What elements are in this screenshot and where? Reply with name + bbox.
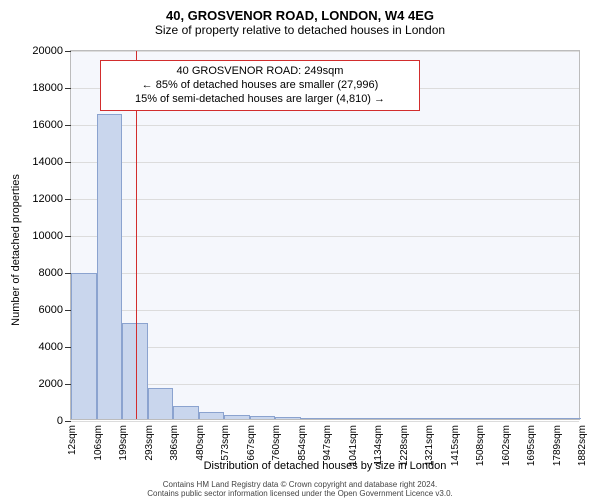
histogram-bar <box>479 418 505 419</box>
histogram-bar <box>556 418 581 419</box>
x-tick-label: 293sqm <box>144 425 155 461</box>
y-tick-label: 18000 <box>32 82 71 94</box>
histogram-bar <box>97 114 122 419</box>
histogram-bar <box>148 388 173 419</box>
annotation-line-1: 40 GROSVENOR ROAD: 249sqm <box>109 65 411 79</box>
y-tick-label: 10000 <box>32 230 71 242</box>
y-tick-label: 16000 <box>32 119 71 131</box>
y-tick-label: 4000 <box>39 341 71 353</box>
gridline <box>71 162 579 163</box>
chart-subtitle: Size of property relative to detached ho… <box>0 23 600 37</box>
y-tick-label: 8000 <box>39 267 71 279</box>
gridline <box>71 125 579 126</box>
x-tick-label: 480sqm <box>195 425 206 461</box>
histogram-bar <box>250 416 275 419</box>
x-tick-label: 106sqm <box>93 425 104 461</box>
x-axis-label: Distribution of detached houses by size … <box>70 460 580 472</box>
x-tick-label: 199sqm <box>118 425 129 461</box>
x-tick-label: 667sqm <box>246 425 257 461</box>
chart-title: 40, GROSVENOR ROAD, LONDON, W4 4EG <box>0 0 600 23</box>
reference-annotation: 40 GROSVENOR ROAD: 249sqm ← 85% of detac… <box>100 60 420 111</box>
histogram-bar <box>352 418 377 419</box>
y-axis-label: Number of detached properties <box>10 174 22 326</box>
y-tick-label: 14000 <box>32 156 71 168</box>
y-tick-label: 2000 <box>39 378 71 390</box>
annotation-line-2: ← 85% of detached houses are smaller (27… <box>109 79 411 93</box>
histogram-bar <box>505 418 530 419</box>
histogram-bar <box>71 273 97 419</box>
histogram-bar <box>301 418 326 419</box>
footer-line-2: Contains public sector information licen… <box>147 489 453 498</box>
histogram-bar <box>454 418 479 419</box>
histogram-bar <box>275 417 301 419</box>
gridline <box>71 421 579 422</box>
gridline <box>71 310 579 311</box>
histogram-bar <box>403 418 428 419</box>
histogram-bar <box>530 418 556 419</box>
x-tick-label: 573sqm <box>220 425 231 461</box>
histogram-bar <box>199 412 224 419</box>
x-tick-label: 12sqm <box>67 425 78 455</box>
histogram-bar <box>173 406 199 419</box>
x-tick-label: 947sqm <box>322 425 333 461</box>
histogram-bar <box>326 418 352 419</box>
gridline <box>71 199 579 200</box>
histogram-bar <box>377 418 403 419</box>
x-tick-label: 386sqm <box>169 425 180 461</box>
histogram-bar <box>428 418 454 419</box>
y-tick-label: 6000 <box>39 304 71 316</box>
x-tick-label: 760sqm <box>271 425 282 461</box>
y-tick-label: 12000 <box>32 193 71 205</box>
x-tick-label: 854sqm <box>297 425 308 461</box>
y-tick-label: 20000 <box>32 45 71 57</box>
footer-line-1: Contains HM Land Registry data © Crown c… <box>163 480 438 489</box>
histogram-bar <box>224 415 250 419</box>
gridline <box>71 236 579 237</box>
gridline <box>71 273 579 274</box>
annotation-line-3: 15% of semi-detached houses are larger (… <box>109 93 411 107</box>
gridline <box>71 51 579 52</box>
footer-attribution: Contains HM Land Registry data © Crown c… <box>0 480 600 498</box>
